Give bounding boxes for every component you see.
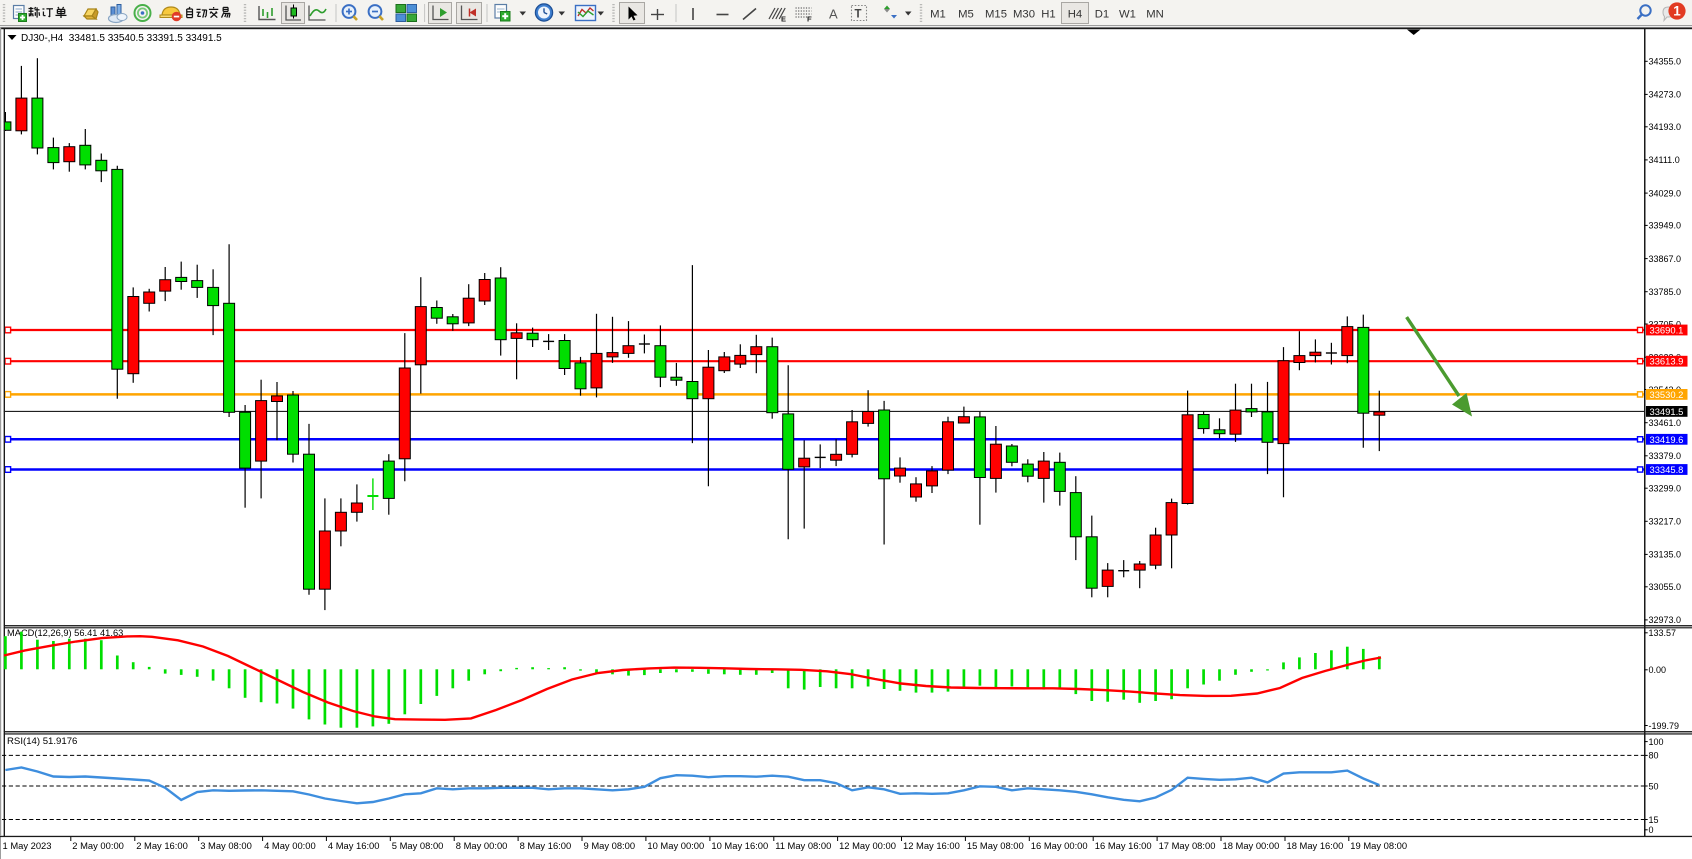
svg-text:T: T [855, 9, 862, 21]
svg-text:0: 0 [1649, 825, 1654, 835]
svg-text:33135.0: 33135.0 [1649, 550, 1682, 560]
svg-text:33491.5: 33491.5 [1650, 406, 1684, 417]
svg-text:H1: H1 [1041, 9, 1055, 21]
svg-text:MN: MN [1146, 9, 1164, 21]
svg-text:18 May 16:00: 18 May 16:00 [1287, 840, 1344, 851]
svg-text:10 May 00:00: 10 May 00:00 [647, 840, 704, 851]
svg-text:RSI(14) 51.9176: RSI(14) 51.9176 [7, 736, 77, 747]
svg-text:-199.79: -199.79 [1649, 721, 1680, 731]
svg-text:4 May 00:00: 4 May 00:00 [264, 840, 316, 851]
svg-text:9 May 08:00: 9 May 08:00 [584, 840, 636, 851]
svg-text:5 May 08:00: 5 May 08:00 [392, 840, 444, 851]
svg-text:33785.0: 33785.0 [1649, 287, 1682, 297]
svg-text:32973.0: 32973.0 [1649, 615, 1682, 625]
svg-text:33705.0: 33705.0 [1649, 319, 1682, 329]
svg-text:12 May 16:00: 12 May 16:00 [903, 840, 960, 851]
svg-text:M30: M30 [1013, 9, 1035, 21]
svg-text:100: 100 [1649, 737, 1664, 747]
svg-text:DJ30-,H4 33481.5 33540.5 3339: DJ30-,H4 33481.5 33540.5 33391.5 33491.5 [21, 33, 222, 44]
svg-text:12 May 00:00: 12 May 00:00 [839, 840, 896, 851]
svg-text:17 May 08:00: 17 May 08:00 [1159, 840, 1216, 851]
svg-text:A: A [829, 7, 838, 22]
svg-text:4 May 16:00: 4 May 16:00 [328, 840, 380, 851]
svg-text:H4: H4 [1068, 9, 1082, 21]
svg-text:80: 80 [1649, 751, 1659, 761]
svg-text:33949.0: 33949.0 [1649, 221, 1682, 231]
svg-text:2 May 16:00: 2 May 16:00 [136, 840, 188, 851]
svg-text:33690.1: 33690.1 [1650, 325, 1684, 336]
svg-text:33530.2: 33530.2 [1650, 389, 1684, 400]
svg-text:33419.6: 33419.6 [1650, 434, 1684, 445]
svg-text:33055.0: 33055.0 [1649, 582, 1682, 592]
svg-text:34355.0: 34355.0 [1649, 57, 1682, 67]
svg-text:33379.0: 33379.0 [1649, 451, 1682, 461]
svg-text:16 May 00:00: 16 May 00:00 [1031, 840, 1088, 851]
svg-text:MACD(12,26,9) 56.41 41.63: MACD(12,26,9) 56.41 41.63 [7, 628, 123, 638]
svg-text:34111.0: 34111.0 [1649, 155, 1680, 165]
svg-text:33613.9: 33613.9 [1650, 356, 1684, 367]
svg-text:E: E [781, 15, 786, 24]
svg-text:M5: M5 [958, 9, 974, 21]
svg-text:8 May 00:00: 8 May 00:00 [456, 840, 508, 851]
svg-text:19 May 08:00: 19 May 08:00 [1350, 840, 1407, 851]
svg-text:16 May 16:00: 16 May 16:00 [1095, 840, 1152, 851]
svg-text:50: 50 [1649, 781, 1659, 791]
svg-text:1 May 2023: 1 May 2023 [3, 840, 52, 851]
svg-text:1: 1 [1673, 4, 1681, 19]
svg-text:18 May 00:00: 18 May 00:00 [1223, 840, 1280, 851]
svg-text:33345.8: 33345.8 [1650, 464, 1684, 475]
svg-text:33217.0: 33217.0 [1649, 517, 1682, 527]
svg-text:3 May 08:00: 3 May 08:00 [200, 840, 252, 851]
svg-text:15: 15 [1649, 815, 1659, 825]
svg-text:15 May 08:00: 15 May 08:00 [967, 840, 1024, 851]
svg-text:10 May 16:00: 10 May 16:00 [711, 840, 768, 851]
svg-text:33867.0: 33867.0 [1649, 254, 1682, 264]
svg-text:F: F [807, 15, 812, 24]
svg-text:34273.0: 34273.0 [1649, 90, 1682, 100]
svg-text:D1: D1 [1095, 9, 1109, 21]
svg-text:8 May 16:00: 8 May 16:00 [520, 840, 572, 851]
svg-text:M1: M1 [930, 9, 946, 21]
svg-text:33461.0: 33461.0 [1649, 418, 1682, 428]
svg-text:34193.0: 34193.0 [1649, 122, 1682, 132]
svg-text:M15: M15 [985, 9, 1007, 21]
svg-text:2 May 00:00: 2 May 00:00 [72, 840, 124, 851]
svg-text:W1: W1 [1119, 9, 1136, 21]
svg-text:33299.0: 33299.0 [1649, 484, 1682, 494]
svg-text:11 May 08:00: 11 May 08:00 [775, 840, 831, 851]
svg-text:133.57: 133.57 [1649, 628, 1677, 638]
svg-text:34029.0: 34029.0 [1649, 188, 1682, 198]
svg-text:0.00: 0.00 [1649, 665, 1667, 675]
